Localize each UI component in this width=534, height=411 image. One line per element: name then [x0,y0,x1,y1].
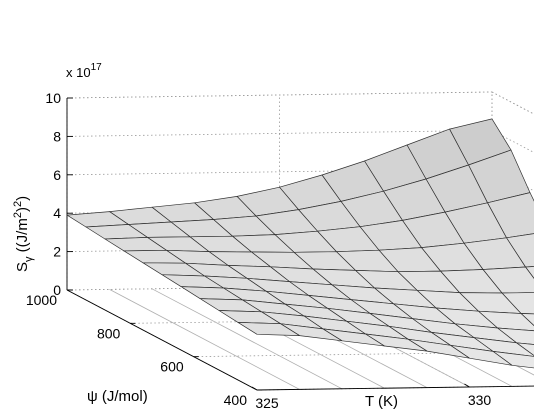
z-tick-label: 6 [53,167,61,183]
z-tick-label: 8 [53,128,61,144]
floor-line [109,289,300,390]
tick-labels: 02468104006008001000325330335 [26,90,492,411]
axes [66,97,534,391]
y-axis-line [66,289,258,391]
floor-line [151,288,343,390]
x-tick-label: 330 [468,392,492,408]
y-tick-label: 400 [224,392,248,408]
x-tick-label: 325 [255,395,279,411]
z-tick-label: 4 [53,205,61,221]
x-axis-label: T (K) [365,393,398,410]
y-tick-label: 1000 [26,292,57,308]
surface-mesh [66,118,534,369]
x-axis-line [256,385,534,391]
y-tick-label: 600 [160,359,184,375]
z-exponent-label: x 1017 [66,62,102,80]
z-axis-label: Sγ ((J/m2)2) [12,196,35,272]
y-tick-label: 800 [97,325,121,341]
x-tick-mark [251,386,258,391]
grid-line [66,91,493,99]
y-axis-label: ψ (J/mol) [87,388,148,405]
z-tick-label: 10 [45,90,61,106]
z-tick-label: 2 [53,244,61,260]
z-tick-label: 0 [53,282,61,298]
z-exponent-power: 17 [91,62,103,73]
surface-cell [237,322,300,336]
x-tick-mark [464,383,470,388]
grid-line [66,130,493,137]
grid-line [66,168,493,176]
